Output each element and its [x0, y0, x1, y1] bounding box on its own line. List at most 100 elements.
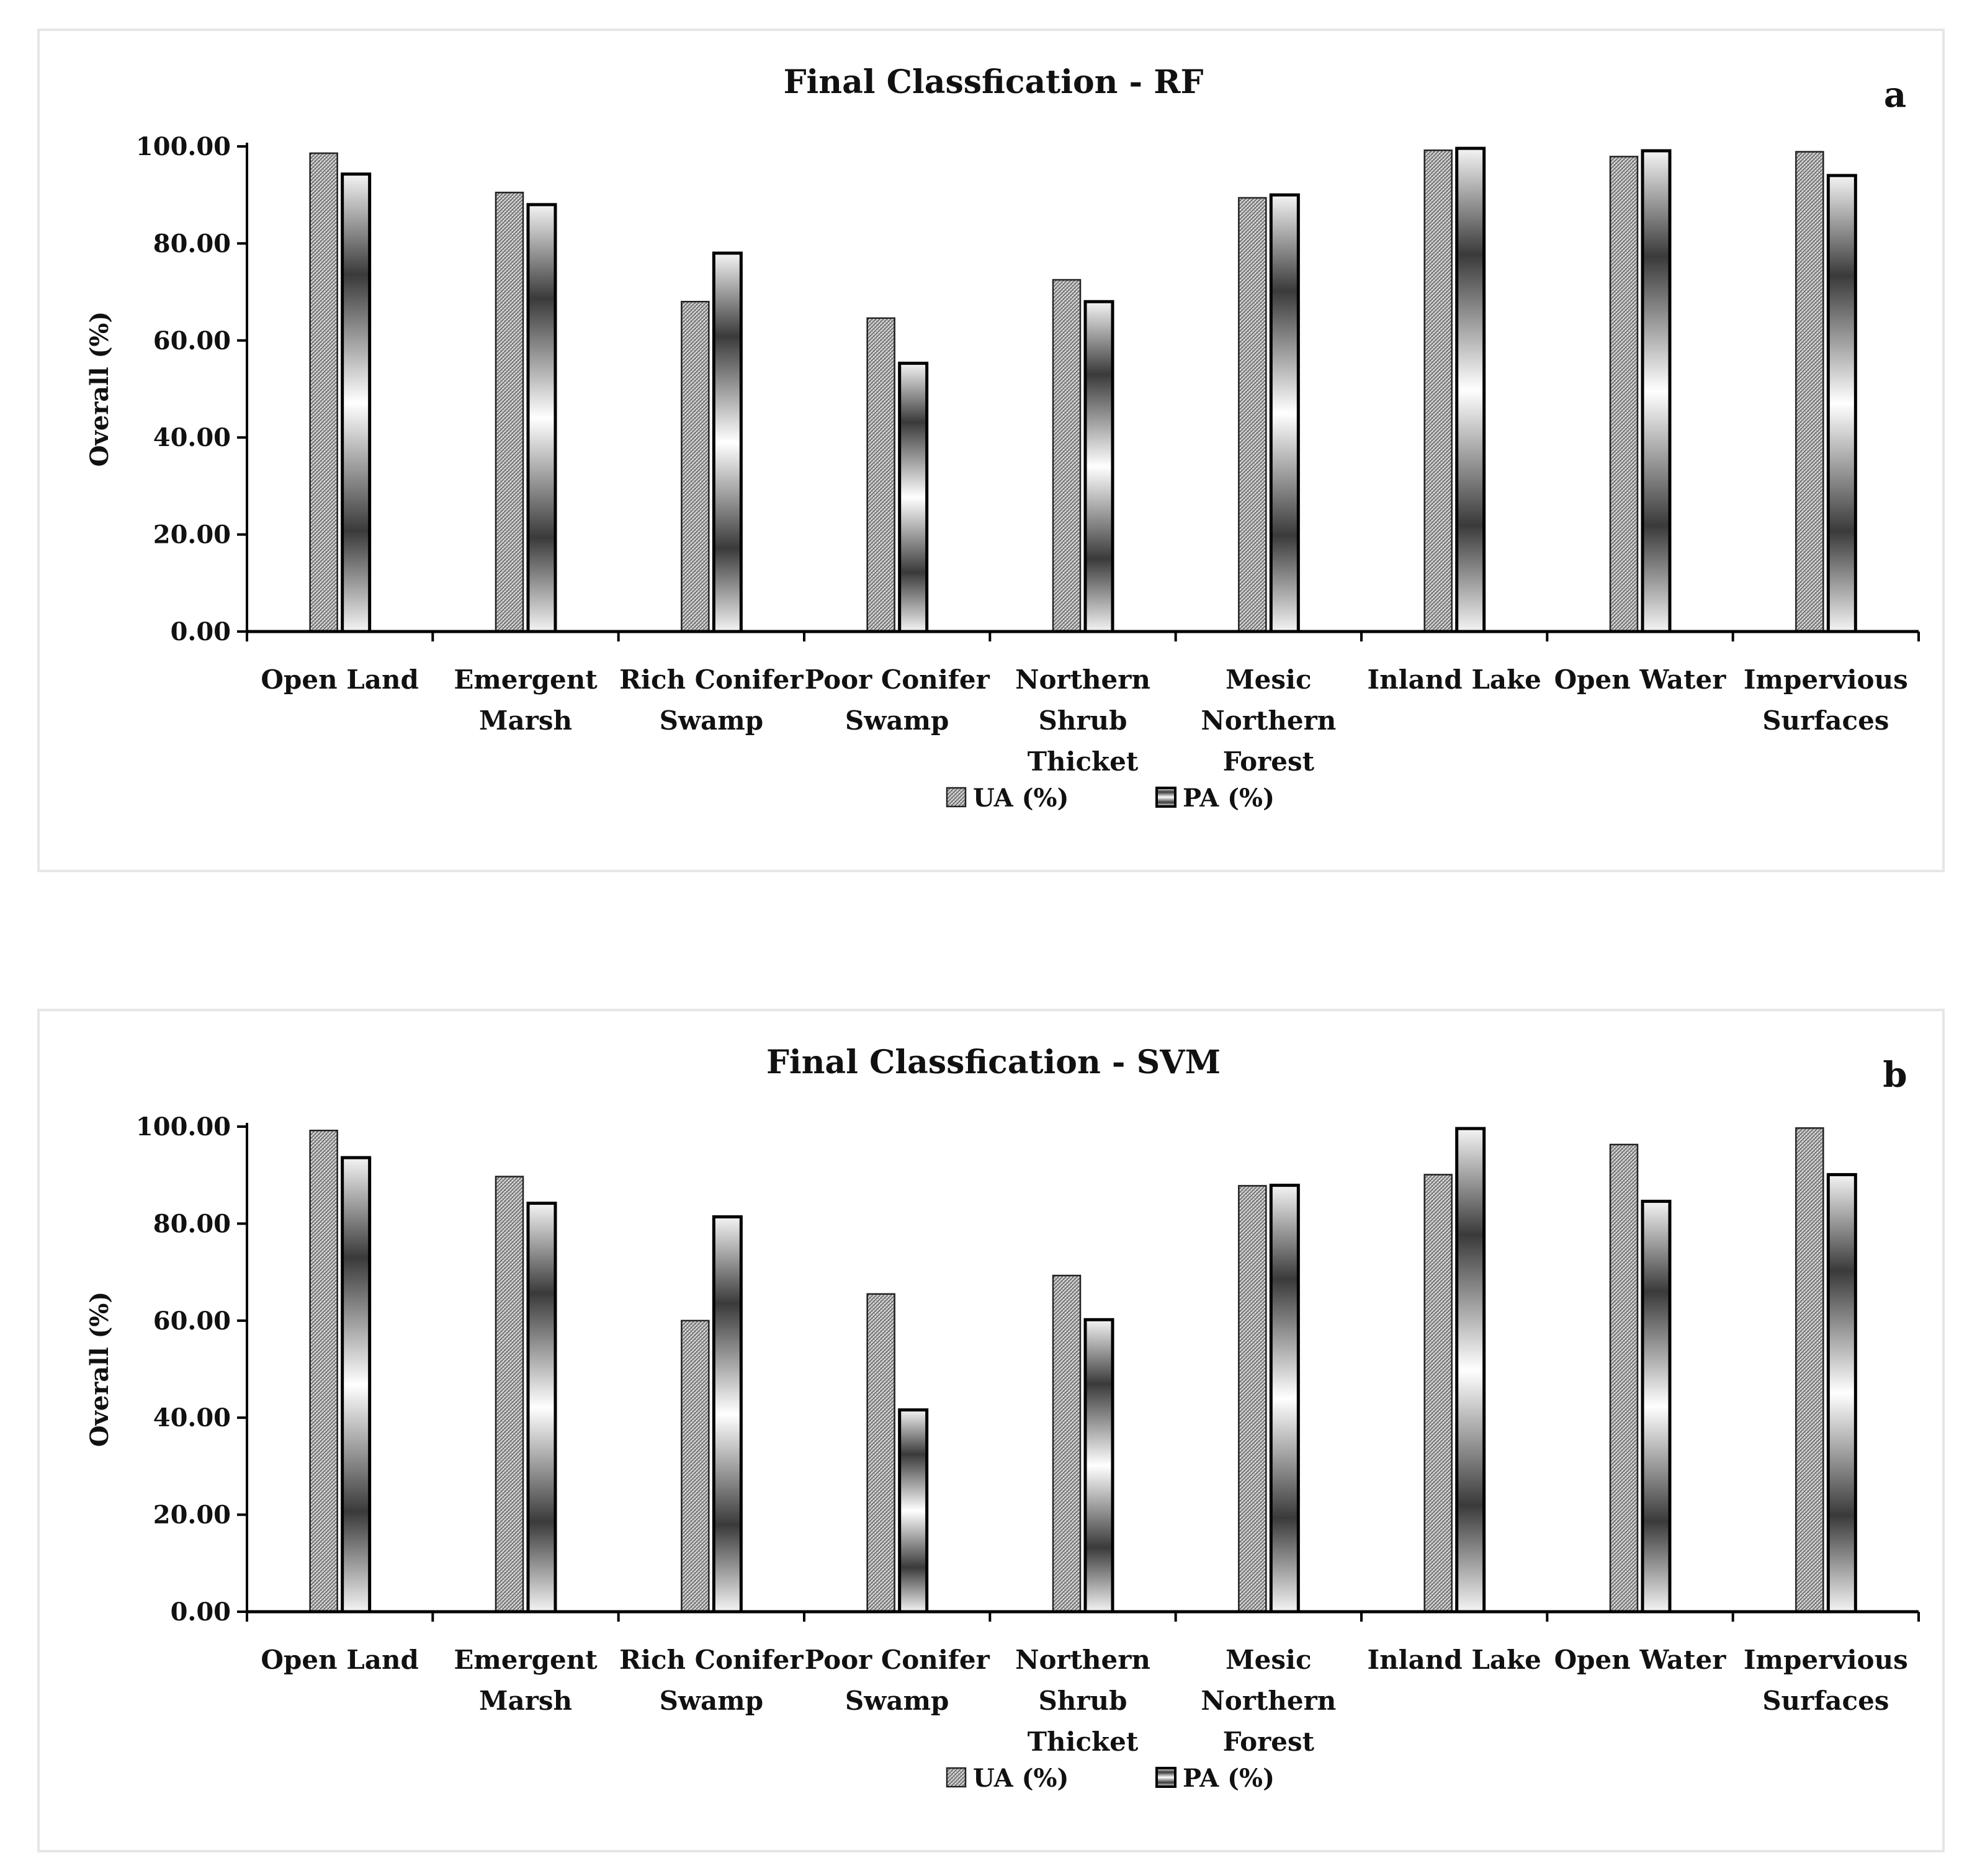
bar-pa	[1269, 193, 1300, 633]
bar-ua	[1795, 1127, 1824, 1613]
rf-chart-svg: Final Classfication - RF a 0.00 20.00 40.00 6…	[85, 63, 1920, 813]
bar-ua	[1238, 1185, 1267, 1613]
y-tick-label: 40.00	[153, 1403, 231, 1432]
bar-pa	[1455, 146, 1486, 633]
x-category-label: Northern	[1201, 1686, 1336, 1716]
bar-ua	[309, 152, 338, 633]
x-category-label: Open Land	[261, 1645, 418, 1675]
bar-ua	[1609, 1143, 1639, 1613]
bar-pa	[898, 362, 929, 633]
x-category-label: Open Land	[261, 664, 418, 695]
x-category-label: Rich Conifer	[619, 664, 804, 695]
x-category-label: Surfaces	[1762, 705, 1889, 736]
y-tick-label: 80.00	[153, 1209, 231, 1238]
bar-pa	[1269, 1184, 1300, 1614]
bar-pa	[1826, 174, 1857, 633]
x-category-label: Marsh	[479, 1686, 572, 1716]
y-tick-label: 100.00	[136, 132, 231, 161]
x-category-label: Emergent	[454, 1645, 598, 1675]
x-category-label: Open Water	[1554, 1645, 1727, 1675]
y-tick-label: 0.00	[171, 617, 231, 646]
y-tick-label: 40.00	[153, 423, 231, 452]
bar-ua	[1609, 156, 1639, 633]
chart-title: Final Classfication - SVM	[766, 1043, 1221, 1081]
bar-ua	[1052, 1274, 1082, 1613]
bar-ua	[1423, 1174, 1453, 1613]
bar-ua	[681, 300, 710, 633]
panel-label: a	[1884, 74, 1906, 115]
bar-ua	[1052, 279, 1082, 633]
bar-ua	[1238, 197, 1267, 633]
y-tick-label: 20.00	[153, 1501, 231, 1530]
y-tick-label: 60.00	[153, 1306, 231, 1336]
chart-panel-svm: Final Classfication - SVM b 0.00 20.00 40.00…	[37, 1009, 1945, 1852]
bar-ua	[495, 1176, 524, 1613]
bar-pa	[341, 1156, 372, 1614]
x-category-label: Emergent	[454, 664, 598, 695]
x-category-label: Poor Conifer	[805, 1645, 990, 1675]
x-category-label: Surfaces	[1762, 1686, 1889, 1716]
y-tick-label: 100.00	[136, 1112, 231, 1141]
bar-ua	[681, 1320, 710, 1613]
x-category-label: Northern	[1015, 664, 1150, 695]
bar-ua	[866, 317, 895, 633]
bar-ua	[866, 1293, 895, 1613]
bar-pa	[1641, 1199, 1672, 1614]
x-category-label: Marsh	[479, 705, 572, 736]
x-category-label: Swamp	[660, 705, 764, 736]
x-category-label: Impervious	[1744, 664, 1908, 695]
x-category-label: Inland Lake	[1367, 1645, 1541, 1675]
x-category-label: Rich Conifer	[619, 1645, 804, 1675]
legend-ua-swatch	[946, 1767, 967, 1788]
y-tick-label: 80.00	[153, 229, 231, 258]
bar-pa	[712, 251, 743, 633]
y-tick-label: 0.00	[171, 1597, 231, 1627]
x-category-label: Northern	[1201, 705, 1336, 736]
bar-pa	[1641, 149, 1672, 633]
x-category-label: Northern	[1015, 1645, 1150, 1675]
svm-chart-svg: Final Classfication - SVM b 0.00 20.00 40.00…	[85, 1043, 1920, 1793]
bar-pa	[341, 172, 372, 633]
x-category-label: Inland Lake	[1367, 664, 1541, 695]
bar-pa	[526, 1202, 557, 1614]
x-category-label: Shrub	[1039, 705, 1127, 736]
y-axis-title: Overall (%)	[85, 311, 114, 467]
panel-label: b	[1883, 1055, 1907, 1096]
bar-pa	[1826, 1172, 1857, 1614]
x-category-label: Mesic	[1226, 664, 1311, 695]
bar-ua	[1795, 151, 1824, 633]
x-category-label: Forest	[1223, 746, 1315, 777]
bar-ua	[495, 192, 524, 633]
chart-title: Final Classfication - RF	[784, 63, 1204, 101]
x-category-label: Swamp	[845, 1686, 949, 1716]
legend-pa-swatch	[1155, 787, 1176, 808]
legend-ua-label: UA (%)	[973, 1764, 1069, 1793]
bar-ua	[1423, 150, 1453, 633]
x-category-label: Impervious	[1744, 1645, 1908, 1675]
y-tick-label: 60.00	[153, 326, 231, 355]
x-category-label: Shrub	[1039, 1686, 1127, 1716]
legend-ua-label: UA (%)	[973, 784, 1069, 813]
legend-ua-swatch	[946, 787, 967, 808]
bar-pa	[1455, 1127, 1486, 1614]
x-category-label: Thicket	[1028, 746, 1139, 777]
bar-pa	[712, 1215, 743, 1614]
bar-pa	[1083, 1318, 1114, 1614]
legend-pa-label: PA (%)	[1183, 784, 1275, 813]
bar-pa	[1083, 300, 1114, 633]
bar-pa	[526, 203, 557, 633]
bar-ua	[309, 1130, 338, 1613]
x-category-label: Swamp	[660, 1686, 764, 1716]
x-category-label: Forest	[1223, 1726, 1315, 1757]
x-category-label: Mesic	[1226, 1645, 1311, 1675]
y-axis-title: Overall (%)	[85, 1292, 114, 1447]
y-tick-label: 20.00	[153, 520, 231, 550]
legend-pa-swatch	[1155, 1767, 1176, 1788]
x-category-label: Thicket	[1028, 1726, 1139, 1757]
x-category-label: Poor Conifer	[805, 664, 990, 695]
x-category-label: Swamp	[845, 705, 949, 736]
bar-pa	[898, 1408, 929, 1614]
x-category-label: Open Water	[1554, 664, 1727, 695]
legend-pa-label: PA (%)	[1183, 1764, 1275, 1793]
chart-panel-rf: Final Classfication - RF a 0.00 20.00 40.00 6…	[37, 29, 1945, 872]
